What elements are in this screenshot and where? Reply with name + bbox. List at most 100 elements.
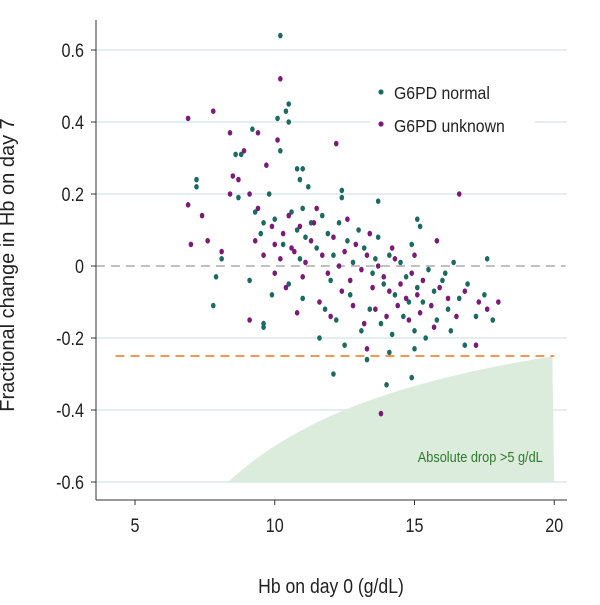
data-point-g6pd-unknown <box>278 76 283 82</box>
data-point-g6pd-normal <box>247 277 252 284</box>
data-point-g6pd-unknown <box>292 248 297 255</box>
data-point-g6pd-normal <box>300 166 306 172</box>
data-point-g6pd-normal <box>420 299 426 305</box>
x-tick-label: 5 <box>131 515 140 537</box>
data-point-g6pd-unknown <box>303 259 308 266</box>
data-points <box>185 32 501 417</box>
data-point-g6pd-unknown <box>286 212 292 219</box>
data-point-g6pd-normal <box>406 299 412 305</box>
data-point-g6pd-unknown <box>205 238 210 244</box>
data-point-g6pd-normal <box>303 234 308 240</box>
data-point-g6pd-unknown <box>398 281 403 287</box>
data-point-g6pd-unknown <box>378 410 384 417</box>
x-tick-label: 20 <box>545 515 563 537</box>
data-point-g6pd-normal <box>336 220 342 226</box>
data-point-g6pd-normal <box>384 382 389 388</box>
data-point-g6pd-normal <box>373 255 378 262</box>
data-point-g6pd-unknown <box>255 205 261 212</box>
data-point-g6pd-normal <box>289 209 294 215</box>
y-tick-label: -0.4 <box>56 400 84 422</box>
data-point-g6pd-unknown <box>247 191 252 197</box>
data-point-g6pd-normal <box>387 349 392 356</box>
data-point-g6pd-normal <box>342 342 347 349</box>
data-point-g6pd-unknown <box>403 295 409 302</box>
data-point-g6pd-unknown <box>333 140 339 147</box>
data-point-g6pd-normal <box>280 241 286 248</box>
data-point-g6pd-unknown <box>247 317 252 323</box>
data-point-g6pd-normal <box>473 313 479 320</box>
data-point-g6pd-normal <box>325 230 331 237</box>
data-point-g6pd-normal <box>451 259 456 266</box>
data-point-g6pd-unknown <box>328 313 333 320</box>
data-point-g6pd-unknown <box>272 270 278 277</box>
legend-label-g6pd-normal: G6PD normal <box>394 83 490 103</box>
data-point-g6pd-unknown <box>185 202 191 208</box>
data-point-g6pd-normal <box>484 255 490 262</box>
y-axis-label: Fractional change in Hb on day 7 <box>0 118 19 412</box>
data-point-g6pd-unknown <box>387 288 392 295</box>
x-tick-label: 10 <box>266 515 284 537</box>
data-point-g6pd-normal <box>409 241 415 248</box>
data-point-g6pd-unknown <box>280 230 286 237</box>
data-point-g6pd-unknown <box>300 274 306 280</box>
data-point-g6pd-unknown <box>347 277 353 284</box>
data-point-g6pd-unknown <box>361 320 367 327</box>
legend-marker-g6pd-normal <box>378 89 384 95</box>
data-point-g6pd-normal <box>319 212 325 219</box>
data-point-g6pd-unknown <box>473 342 479 349</box>
data-point-g6pd-normal <box>339 194 345 201</box>
data-point-g6pd-unknown <box>364 252 370 258</box>
data-point-g6pd-unknown <box>325 270 331 277</box>
data-point-g6pd-normal <box>367 306 373 313</box>
data-point-g6pd-normal <box>314 245 319 251</box>
data-point-g6pd-unknown <box>314 205 319 212</box>
data-point-g6pd-normal <box>300 205 306 212</box>
data-point-g6pd-normal <box>375 234 381 240</box>
data-point-g6pd-normal <box>297 176 303 183</box>
data-point-g6pd-unknown <box>353 241 359 248</box>
data-point-g6pd-normal <box>328 277 333 284</box>
data-point-g6pd-normal <box>462 342 468 349</box>
data-point-g6pd-unknown <box>311 220 317 226</box>
data-point-g6pd-normal <box>431 288 437 295</box>
data-point-g6pd-unknown <box>230 173 236 179</box>
data-point-g6pd-normal <box>194 176 199 183</box>
data-point-g6pd-normal <box>389 331 395 338</box>
data-point-g6pd-normal <box>258 230 264 237</box>
data-point-g6pd-normal <box>409 374 415 381</box>
data-point-g6pd-normal <box>266 191 272 197</box>
data-point-g6pd-normal <box>440 277 445 284</box>
data-point-g6pd-unknown <box>389 245 395 251</box>
data-point-g6pd-unknown <box>210 108 216 114</box>
data-point-g6pd-normal <box>219 255 224 262</box>
data-point-g6pd-unknown <box>417 310 423 316</box>
data-point-g6pd-unknown <box>227 130 233 136</box>
data-point-g6pd-unknown <box>236 176 241 183</box>
data-point-g6pd-unknown <box>342 248 347 255</box>
data-point-g6pd-normal <box>331 371 336 377</box>
data-point-g6pd-normal <box>233 151 238 158</box>
data-point-g6pd-normal <box>194 184 199 190</box>
data-point-g6pd-normal <box>490 317 496 323</box>
axis-ticks: -0.6 -0.4 -0.2 0 0.2 0.4 0.6 5 10 15 20 <box>56 40 563 537</box>
data-point-g6pd-unknown <box>272 241 278 248</box>
y-tick-label: 0 <box>75 256 84 278</box>
data-point-g6pd-unknown <box>345 216 350 222</box>
data-point-g6pd-unknown <box>484 306 490 313</box>
data-point-g6pd-normal <box>297 255 303 262</box>
data-point-g6pd-unknown <box>381 274 387 280</box>
data-point-g6pd-unknown <box>336 263 342 269</box>
data-point-g6pd-normal <box>252 209 258 215</box>
data-point-g6pd-unknown <box>185 115 191 122</box>
data-point-g6pd-unknown <box>255 130 261 136</box>
data-point-g6pd-normal <box>333 317 339 323</box>
data-point-g6pd-unknown <box>227 191 233 197</box>
data-point-g6pd-unknown <box>462 288 468 295</box>
data-point-g6pd-unknown <box>373 306 378 313</box>
data-point-g6pd-normal <box>283 108 289 114</box>
data-point-g6pd-normal <box>414 216 420 222</box>
data-point-g6pd-unknown <box>456 191 462 197</box>
data-point-g6pd-normal <box>448 328 454 334</box>
data-point-g6pd-normal <box>356 227 361 233</box>
data-point-g6pd-normal <box>294 227 300 233</box>
